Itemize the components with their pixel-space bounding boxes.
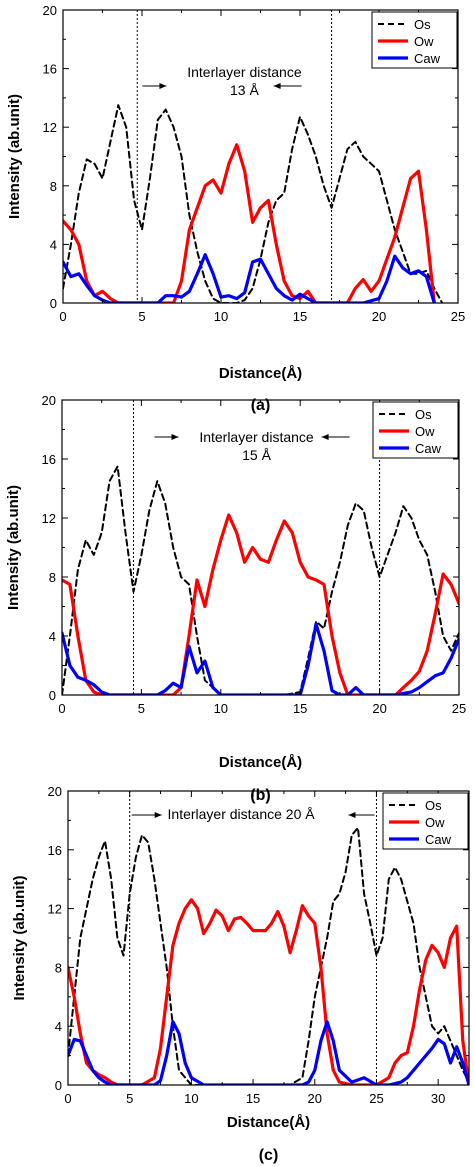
x-tick-label: 5 <box>138 701 145 716</box>
y-tick-label: 8 <box>55 960 62 975</box>
x-axis-title: Distance(Å) <box>219 365 302 382</box>
y-tick-label: 16 <box>43 62 57 77</box>
y-tick-label: 20 <box>48 784 62 799</box>
legend-label-caw: Caw <box>425 832 452 847</box>
x-tick-label: 30 <box>431 1091 445 1106</box>
y-tick-label: 4 <box>55 1019 62 1034</box>
annotation-arrowhead <box>154 812 162 818</box>
x-tick-label: 25 <box>369 1091 383 1106</box>
series-line-os <box>68 826 469 1085</box>
legend-label-caw: Caw <box>414 51 441 66</box>
y-tick-label: 12 <box>48 902 62 917</box>
y-tick-label: 20 <box>43 3 57 18</box>
y-tick-label: 0 <box>49 688 56 703</box>
y-axis-title: Intensity (ab.unit) <box>5 485 22 610</box>
x-tick-label: 25 <box>452 701 466 716</box>
series-line-caw <box>68 1020 469 1085</box>
legend-label-ow: Ow <box>414 34 434 49</box>
y-tick-label: 8 <box>50 179 57 194</box>
y-axis-title: Intensity (ab.unit) <box>11 876 28 1001</box>
annotation-arrowhead <box>321 434 329 440</box>
panel-label: (c) <box>259 1147 279 1164</box>
legend-label-caw: Caw <box>415 441 442 456</box>
x-tick-label: 10 <box>214 701 228 716</box>
annotation-arrowhead <box>348 812 356 818</box>
y-tick-label: 4 <box>50 237 57 252</box>
series-line-caw <box>63 253 436 303</box>
y-tick-label: 4 <box>49 629 56 644</box>
x-tick-label: 0 <box>59 309 66 324</box>
y-tick-label: 12 <box>42 511 56 526</box>
legend-label-os: Os <box>415 407 432 422</box>
series-line-caw <box>62 622 459 695</box>
annotation-arrowhead <box>159 83 167 89</box>
y-tick-label: 12 <box>43 120 57 135</box>
legend-label-ow: Ow <box>425 815 445 830</box>
annotation-value: 15 Å <box>242 447 271 463</box>
annotation-text: Interlayer distance 20 Å <box>168 806 316 822</box>
y-tick-label: 8 <box>49 570 56 585</box>
x-tick-label: 15 <box>293 309 307 324</box>
chart-panel-b: 0 4 8 12 16 20 0 5 10 15 20 25 Distance(Å) Intensity … <box>5 393 466 804</box>
legend-label-ow: Ow <box>415 424 435 439</box>
series-line-os <box>63 104 444 303</box>
series-line-ow <box>62 513 459 695</box>
x-tick-label: 5 <box>138 309 145 324</box>
y-tick-label: 20 <box>42 393 56 408</box>
y-tick-label: 0 <box>50 296 57 311</box>
x-tick-label: 15 <box>246 1091 260 1106</box>
x-tick-label: 10 <box>184 1091 198 1106</box>
x-tick-label: 25 <box>451 309 465 324</box>
x-tick-label: 5 <box>126 1091 133 1106</box>
x-tick-label: 20 <box>308 1091 322 1106</box>
x-tick-label: 10 <box>214 309 228 324</box>
annotation-text: Interlayer distance <box>187 64 302 80</box>
legend-label-os: Os <box>425 798 442 813</box>
chart-panel-a: 0 4 8 12 16 20 0 5 10 15 20 25 Distance(Å) Intensity … <box>6 3 465 414</box>
annotation-value: 13 Å <box>230 82 259 98</box>
y-tick-label: 16 <box>42 452 56 467</box>
panel-label: (a) <box>251 397 271 414</box>
series-line-ow <box>68 898 469 1085</box>
annotation-arrowhead <box>171 434 179 440</box>
x-axis-title: Distance(Å) <box>219 754 302 771</box>
y-axis-title: Intensity (ab.unit) <box>6 94 23 219</box>
series-line-ow <box>63 143 436 303</box>
x-tick-label: 0 <box>64 1091 71 1106</box>
annotation-text: Interlayer distance <box>199 429 314 445</box>
legend-label-os: Os <box>414 17 431 32</box>
x-tick-label: 20 <box>372 309 386 324</box>
series-line-os <box>62 465 459 695</box>
y-tick-label: 0 <box>55 1078 62 1093</box>
x-tick-label: 0 <box>58 701 65 716</box>
y-tick-label: 16 <box>48 843 62 858</box>
annotation-arrowhead <box>273 83 281 89</box>
x-axis-title: Distance(Å) <box>227 1114 310 1131</box>
chart-panel-c: 0 4 8 12 16 20 0 5 10 15 20 25 30 Distance(Å) Intensit… <box>11 784 470 1164</box>
x-tick-label: 20 <box>372 701 386 716</box>
x-tick-label: 15 <box>293 701 307 716</box>
